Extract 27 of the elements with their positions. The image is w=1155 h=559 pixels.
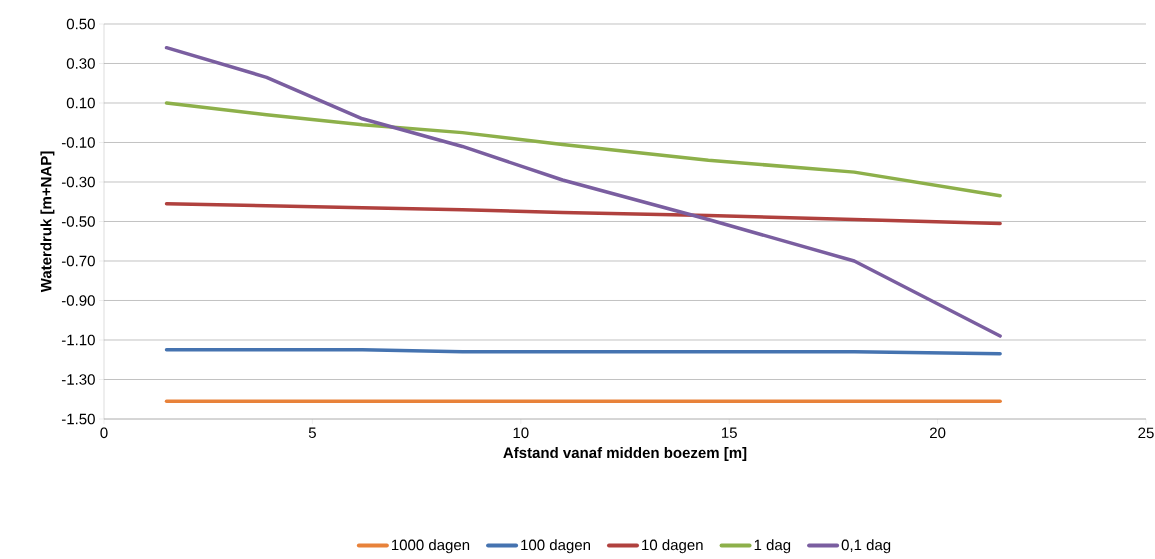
legend-label: 0,1 dag: [841, 539, 891, 554]
legend-label: 100 dagen: [521, 539, 590, 554]
y-tick-label: -1.30: [61, 374, 95, 385]
y-tick-label: -0.70: [61, 255, 95, 267]
legend-label: 1 dag: [754, 539, 791, 554]
x-tick-label: 5: [308, 427, 316, 438]
x-tick-label: 15: [722, 427, 737, 438]
y-tick-label: 0.30: [66, 58, 95, 69]
y-tick-label: -0.90: [61, 295, 95, 306]
x-tick-label: 0: [100, 427, 108, 439]
y-tick-label: 0.10: [66, 97, 95, 109]
x-tick-label: 25: [1138, 427, 1154, 439]
y-tick-label: -0.10: [61, 137, 95, 148]
line-series: [164, 45, 1002, 338]
y-tick-label: 0.50: [66, 18, 95, 30]
x-tick-label: 20: [930, 427, 946, 439]
y-tick-label: -0.30: [61, 176, 95, 188]
y-axis-title: Waterdruk [m+NAP]: [40, 151, 55, 293]
line-series: [164, 201, 1002, 226]
y-tick-label: -1.50: [61, 413, 95, 425]
legend-label: 1000 dagen: [391, 539, 470, 554]
x-tick-label: 10: [513, 427, 529, 439]
x-axis-title: Afstand vanaf midden boezem [m]: [503, 447, 747, 461]
y-tick-label: -0.50: [61, 216, 95, 227]
legend-label: 10 dagen: [642, 539, 703, 554]
y-tick-label: -1.10: [61, 334, 95, 346]
line-series: [164, 101, 1002, 198]
